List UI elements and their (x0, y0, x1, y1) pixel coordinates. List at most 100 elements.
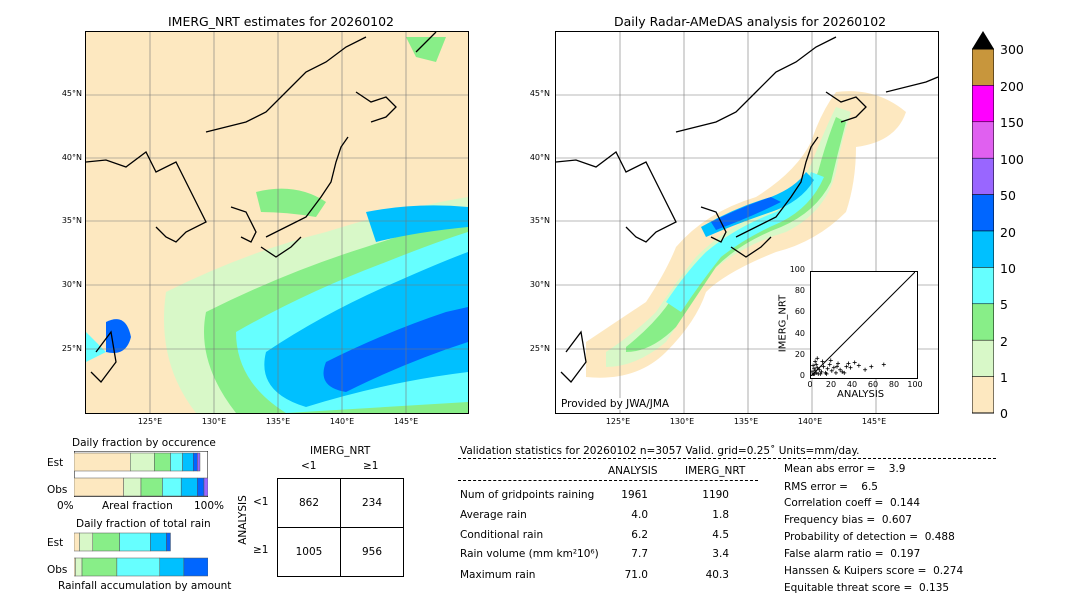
validation-header: Validation statistics for 20260102 n=305… (460, 445, 860, 457)
rain-field-taiwan (106, 319, 131, 353)
scatter-ytick: 80 (794, 286, 805, 295)
total-rain-est-segment (92, 532, 120, 552)
colorbar-blocks (971, 48, 995, 414)
colorbar-label: 300 (1000, 42, 1024, 57)
occurrence-xtick-100: 100% (194, 500, 225, 512)
stat-row-label: Rain volume (mm km²10⁶) (460, 548, 599, 560)
rain-field-japan-sea (256, 188, 326, 217)
occurrence-est-segment (193, 452, 198, 472)
occurrence-obs-segment (203, 477, 208, 497)
occurrence-title: Daily fraction by occurence (72, 437, 216, 449)
rain-field-north (406, 37, 446, 62)
validation-subdivider (458, 480, 758, 481)
colorbar-block (971, 85, 995, 123)
scatter-point (852, 360, 857, 365)
scatter-xtick: 100 (907, 380, 923, 389)
occurrence-est-label: Est (47, 457, 64, 469)
stat-row-imerg: 4.5 (712, 529, 729, 541)
scatter-xtick: 0 (807, 380, 813, 389)
contingency-cell: 1005 (277, 527, 341, 577)
scatter-point (815, 356, 820, 361)
scatter-point (881, 362, 886, 367)
stat-row-analysis: 1961 (621, 489, 648, 501)
scatter-point (811, 369, 815, 374)
lat-label: 40°N (61, 153, 82, 162)
total-rain-est-bar (74, 532, 171, 552)
total-rain-obs-segment (183, 557, 208, 577)
left-map-canvas (86, 32, 468, 413)
occurrence-est-segment (170, 452, 183, 472)
occurrence-obs-label: Obs (47, 484, 68, 496)
total-rain-est-segment (119, 532, 151, 552)
scatter-point (828, 358, 833, 363)
scatter-point (831, 365, 836, 370)
contingency-row-header: <1 (253, 496, 269, 508)
scatter-point (811, 363, 816, 368)
scatter-point (819, 369, 824, 374)
occurrence-est-segment (130, 452, 155, 472)
colorbar-block (971, 121, 995, 159)
colorbar-label: 50 (1000, 188, 1016, 203)
validation-divider (458, 458, 996, 459)
total-rain-obs-segment (75, 557, 83, 577)
stat-row-imerg: 1.8 (712, 509, 729, 521)
stat-row-analysis: 6.2 (631, 529, 648, 541)
credit-label: Provided by JWA/JMA (561, 398, 670, 410)
scatter-point (813, 359, 818, 364)
occurrence-est-segment (197, 452, 201, 472)
occurrence-est-segment (182, 452, 194, 472)
scatter-point (814, 362, 819, 367)
colorbar-block (971, 303, 995, 341)
colorbar-block (971, 267, 995, 305)
lat-label: 35°N (61, 216, 82, 225)
contingency-title: IMERG_NRT (310, 445, 371, 457)
scatter-xtick: 60 (867, 380, 879, 389)
colorbar-block (971, 157, 995, 195)
rain-field-east (366, 205, 468, 242)
colorbar-label: 100 (1000, 152, 1024, 167)
lat-label: 35°N (529, 216, 550, 225)
scatter-ytick: 40 (794, 329, 805, 338)
lat-label: 25°N (529, 344, 550, 353)
score-line: Correlation coeff = 0.144 (784, 497, 920, 509)
scatter-ytick: 0 (799, 371, 805, 380)
scatter-point (863, 367, 868, 372)
score-line: False alarm ratio = 0.197 (784, 548, 921, 560)
occurrence-obs-segment (74, 477, 124, 497)
lon-label: 130°E (669, 417, 695, 426)
colorbar-label: 1 (1000, 370, 1008, 385)
scatter-ylabel: IMERG_NRT (777, 294, 789, 353)
score-line: Equitable threat score = 0.135 (784, 582, 950, 594)
total-rain-est-segment (74, 532, 80, 552)
colorbar-label: 2 (1000, 334, 1008, 349)
occurrence-obs-bar (74, 477, 208, 497)
right-map-title: Daily Radar-AMeDAS analysis for 20260102 (614, 14, 887, 29)
colorbar-label: 10 (1000, 261, 1016, 276)
colorbar-label: 0 (1000, 406, 1008, 421)
colorbar (971, 31, 995, 414)
occurrence-est-bar (74, 452, 201, 472)
colorbar-label: 20 (1000, 225, 1016, 240)
occurrence-obs-segment (180, 477, 198, 497)
stat-row-label: Num of gridpoints raining (460, 489, 595, 501)
lat-label: 45°N (61, 89, 82, 98)
total-rain-title: Daily fraction of total rain (76, 518, 211, 530)
rain-field-10mm (264, 252, 468, 407)
contingency-col-header: ≥1 (363, 460, 379, 472)
validation-col-imerg: IMERG_NRT (685, 465, 746, 477)
total-rain-est-segment (79, 532, 94, 552)
occurrence-xlabel: Areal fraction (102, 500, 173, 512)
scatter-point (814, 370, 819, 375)
stat-row-imerg: 1190 (702, 489, 729, 501)
occurrence-est-segment (74, 452, 131, 472)
lat-label: 40°N (529, 153, 550, 162)
stat-row-label: Maximum rain (460, 569, 536, 581)
lon-label: 145°E (393, 417, 419, 426)
scatter-point (817, 367, 822, 372)
total-rain-est-label: Est (47, 537, 64, 549)
scatter-point (869, 364, 874, 369)
stat-row-label: Average rain (460, 509, 527, 521)
occurrence-bars (74, 451, 208, 497)
rain-field-20mm (323, 307, 468, 392)
scatter-point (829, 368, 834, 373)
